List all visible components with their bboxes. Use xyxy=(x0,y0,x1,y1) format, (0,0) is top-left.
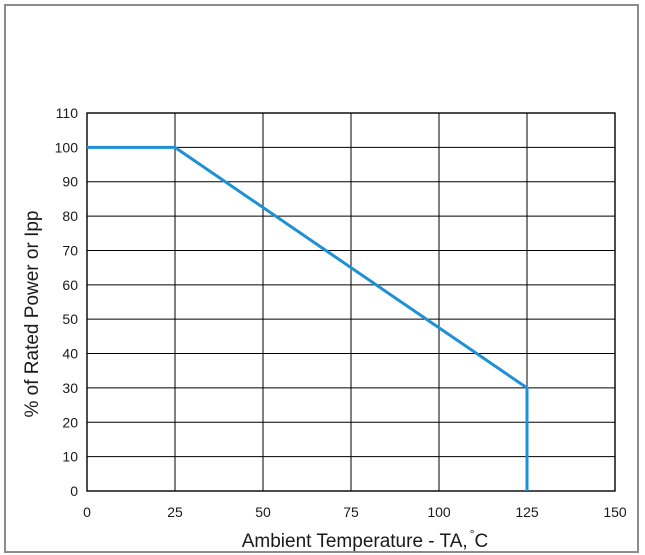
y-tick-label: 50 xyxy=(62,311,78,327)
y-tick-label: 80 xyxy=(62,208,78,224)
grid xyxy=(86,112,616,492)
y-tick-label: 40 xyxy=(62,346,78,362)
chart-frame xyxy=(4,4,639,553)
x-axis-ticks: 0 25 50 75 100 125 150 xyxy=(83,504,627,520)
y-tick-label: 100 xyxy=(55,139,79,155)
y-tick-label: 0 xyxy=(70,483,78,499)
y-tick-label: 110 xyxy=(56,105,79,121)
x-axis-title: Ambient Temperature - TA, °C xyxy=(242,527,489,552)
y-tick-label: 30 xyxy=(62,380,78,396)
y-axis-ticks: 0 10 20 30 40 50 60 70 80 90 100 110 xyxy=(55,105,79,499)
x-tick-label: 150 xyxy=(603,504,627,520)
x-tick-label: 75 xyxy=(343,504,359,520)
x-tick-label: 125 xyxy=(515,504,539,520)
y-tick-label: 10 xyxy=(62,449,78,465)
y-tick-label: 70 xyxy=(62,242,78,258)
plot-border xyxy=(86,112,616,492)
x-tick-label: 25 xyxy=(167,504,183,520)
y-axis-title: % of Rated Power or Ipp xyxy=(22,211,43,418)
series-line xyxy=(87,145,529,491)
y-tick-label: 60 xyxy=(62,277,78,293)
y-tick-label: 20 xyxy=(62,414,78,430)
x-tick-label: 0 xyxy=(83,504,91,520)
y-tick-label: 90 xyxy=(62,174,78,190)
x-tick-label: 50 xyxy=(255,504,271,520)
x-tick-label: 100 xyxy=(427,504,451,520)
